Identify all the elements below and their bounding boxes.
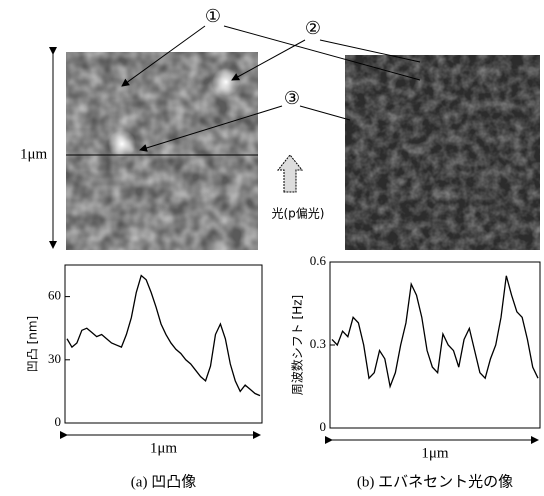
caption: (b) エバネセント光の像 — [357, 473, 513, 490]
marker-label: ③ — [284, 88, 300, 108]
evanescent-image — [345, 55, 540, 250]
y-tick-label: 0.6 — [310, 253, 327, 268]
y-tick-label: 60 — [48, 288, 61, 303]
plot-frame — [65, 265, 262, 423]
caption: (a) 凹凸像 — [131, 473, 196, 490]
y-tick-label: 0 — [320, 419, 327, 434]
y-tick-label: 0 — [55, 414, 62, 429]
topography-image — [66, 52, 258, 250]
y-tick-label: 0.3 — [310, 336, 326, 351]
figure: ① ② ③ 1μm 光(p偏光) 0 30 60 凹凸 [nm] 1μm (a) 凹凸像 0… — [0, 0, 544, 496]
y-tick-label: 30 — [48, 351, 61, 366]
light-label: 光(p偏光) — [272, 206, 325, 221]
x-axis-label: 1μm — [421, 445, 449, 461]
plot-frame — [330, 262, 540, 428]
y-axis-label: 凹凸 [nm] — [26, 316, 40, 372]
y-axis-label: 周波数シフト [Hz] — [290, 295, 305, 396]
profile-line — [332, 276, 538, 387]
marker-label: ① — [205, 6, 221, 26]
scale-label: 1μm — [20, 146, 48, 162]
marker-label: ② — [305, 18, 321, 38]
x-axis-label: 1μm — [150, 440, 178, 456]
light-arrow — [278, 155, 302, 192]
profile-line — [67, 276, 260, 396]
